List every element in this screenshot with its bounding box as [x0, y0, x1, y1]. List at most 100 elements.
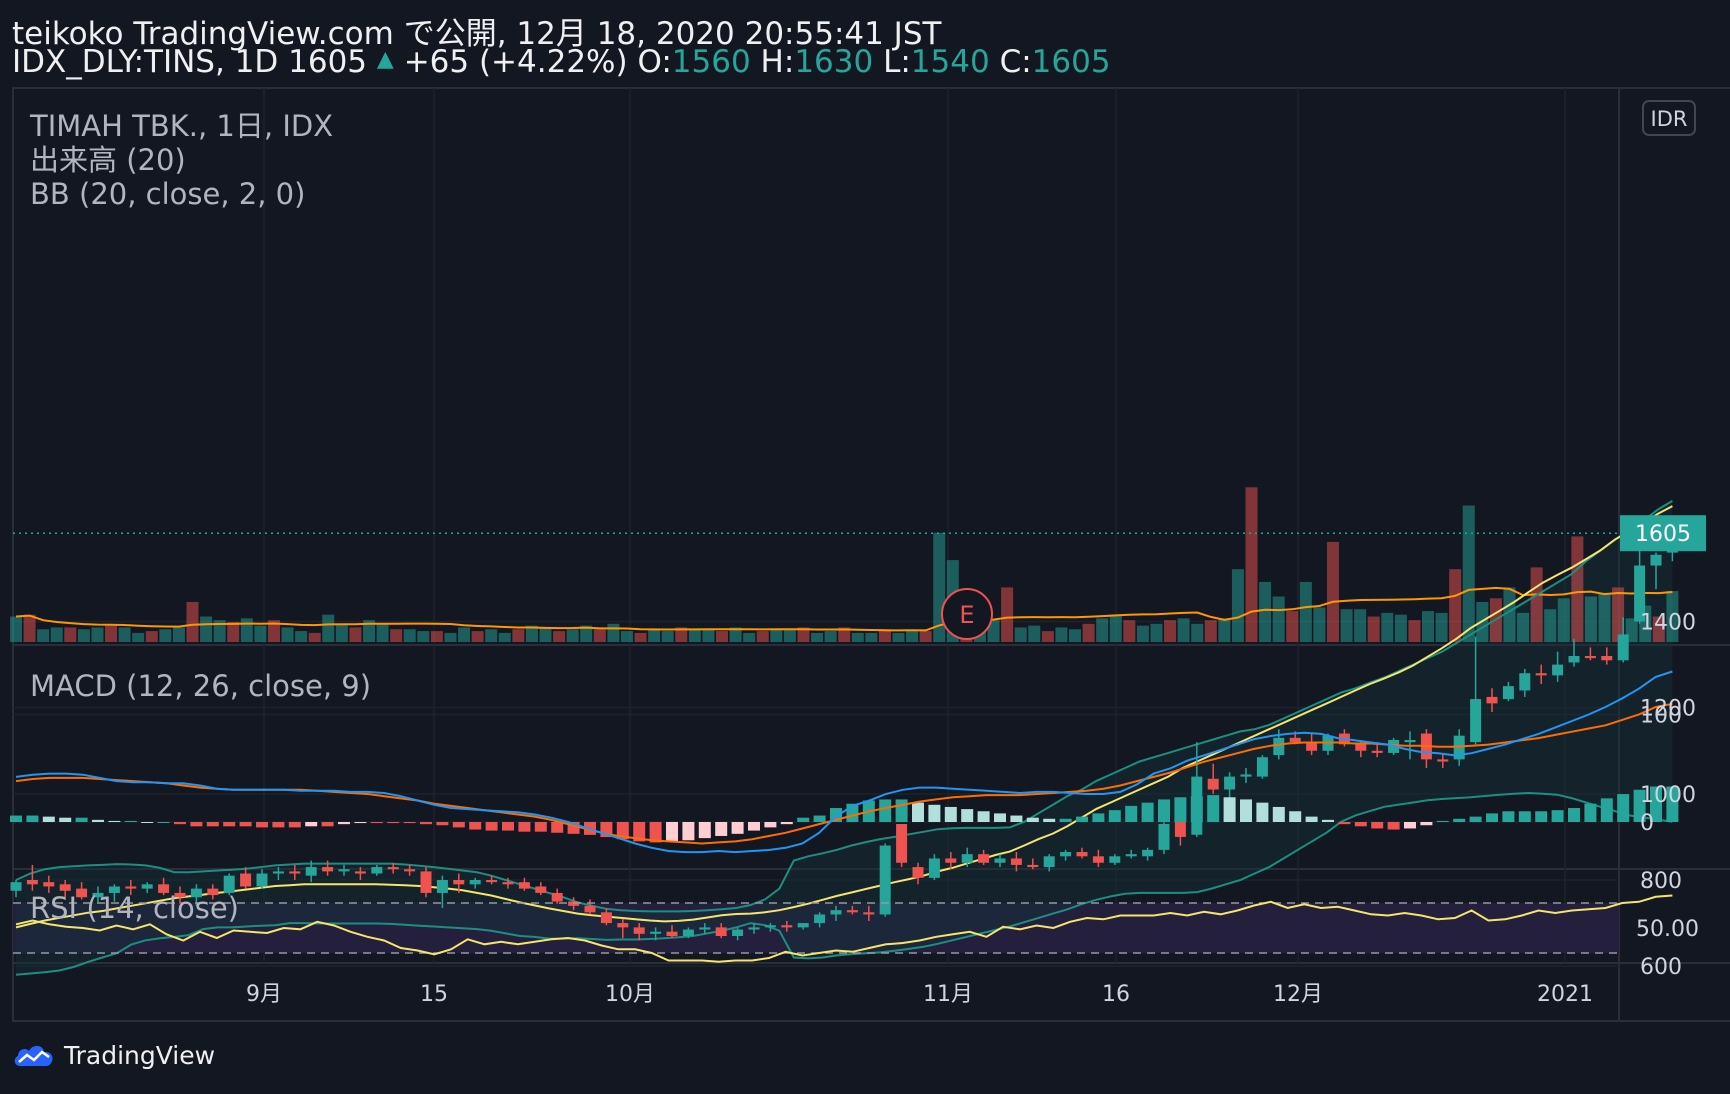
macd-histogram-bar: [1584, 803, 1597, 822]
macd-histogram-bar: [1469, 816, 1482, 822]
candle-body: [1404, 739, 1416, 743]
macd-histogram-bar: [698, 822, 711, 839]
volume-bar: [1041, 631, 1054, 642]
candle-body: [1306, 742, 1318, 751]
macd-histogram-bar: [1354, 822, 1367, 827]
macd-histogram-bar: [75, 817, 88, 822]
candle-body: [994, 858, 1006, 863]
volume-bar: [648, 629, 661, 642]
macd-histogram-bar: [1633, 789, 1646, 822]
macd-histogram-bar: [1535, 811, 1548, 822]
volume-bar: [1245, 487, 1258, 642]
candle-body: [896, 823, 908, 863]
volume-bar: [987, 620, 1000, 642]
time-tick-label: 9月: [246, 982, 282, 1007]
candle-body: [1519, 673, 1531, 691]
macd-histogram-bar: [1240, 799, 1252, 822]
low-label: L:: [883, 44, 911, 80]
volume-bar: [10, 616, 22, 642]
candle-body: [1601, 655, 1613, 661]
candle-body: [1142, 849, 1154, 857]
time-tick-label: 2021: [1537, 982, 1593, 1007]
volume-bar: [77, 629, 90, 642]
earnings-marker[interactable]: [941, 588, 993, 640]
volume-bar: [1571, 536, 1584, 642]
volume-bar: [620, 631, 633, 642]
candle-body: [502, 882, 514, 885]
candle-body: [846, 910, 858, 913]
candle-body: [748, 927, 760, 930]
candle-body: [1535, 673, 1547, 676]
candle-body: [1158, 823, 1170, 850]
macd-histogram-bar: [1568, 808, 1580, 822]
macd-histogram-bar: [1486, 813, 1498, 822]
candle-body: [1371, 750, 1383, 753]
candle-body: [1617, 634, 1629, 661]
candle-body: [436, 880, 448, 893]
volume-bar: [1340, 609, 1353, 642]
candle-body: [781, 925, 793, 928]
macd-histogram-bar: [1190, 796, 1203, 822]
volume-bar: [1544, 609, 1557, 642]
price-tick-label: 1200: [1640, 697, 1696, 722]
candle-body: [879, 845, 891, 915]
time-tick-label: 15: [420, 982, 448, 1007]
macd-histogram-bar: [354, 822, 367, 824]
symbol-quote-line: IDX_DLY:TINS, 1D 1605 ▲ +65 (+4.22%) O:1…: [12, 44, 1111, 80]
volume-bar: [716, 631, 729, 642]
open-label: O:: [637, 44, 672, 80]
volume-bar: [240, 618, 253, 642]
candle-body: [404, 869, 416, 872]
macd-histogram-bar: [190, 822, 203, 827]
candle-body: [633, 927, 645, 934]
tradingview-logo[interactable]: TradingView: [12, 1040, 215, 1070]
macd-histogram-bar: [256, 822, 268, 828]
volume-bar: [105, 625, 118, 642]
macd-histogram-bar: [239, 822, 252, 827]
volume-bar: [1462, 505, 1475, 642]
volume-bar: [1191, 623, 1204, 642]
price-tick-label: 800: [1640, 869, 1682, 894]
high-label: H:: [760, 44, 795, 80]
macd-histogram-bar: [452, 822, 465, 828]
volume-bar: [553, 631, 566, 642]
candle-body: [863, 912, 875, 915]
time-tick-label: 11月: [923, 982, 973, 1007]
candle-body: [305, 867, 317, 876]
volume-bar: [485, 629, 498, 642]
volume-bar: [1557, 598, 1570, 642]
currency-badge[interactable]: [1642, 100, 1696, 136]
bollinger-basis-line: [15, 505, 1673, 929]
volume-bar: [1299, 581, 1312, 642]
price-tick-label: 1000: [1640, 783, 1696, 808]
macd-histogram-bar: [469, 822, 482, 830]
macd-histogram-bar: [1387, 822, 1400, 830]
volume-bar: [1612, 587, 1625, 642]
candle-body: [584, 905, 596, 913]
volume-bar: [37, 629, 50, 642]
candle-body: [1568, 655, 1580, 663]
macd-histogram-bar: [305, 822, 318, 827]
candle-body: [371, 867, 383, 874]
volume-bar: [1123, 620, 1136, 642]
volume-bar: [159, 629, 172, 642]
last-price-badge: [1620, 515, 1706, 552]
volume-bar: [1408, 620, 1421, 642]
volume-bar: [1259, 581, 1272, 642]
candle-body: [486, 880, 498, 883]
volume-bar: [281, 627, 294, 642]
macd-histogram-bar: [420, 822, 432, 825]
close-label: C:: [999, 44, 1032, 80]
candle-body: [1043, 856, 1055, 868]
rsi-tick-label: 50.00: [1636, 917, 1699, 942]
candle-body: [59, 884, 71, 891]
price-tick-label: 1400: [1640, 611, 1696, 636]
macd-histogram-bar: [124, 820, 137, 822]
candle-body: [617, 923, 629, 928]
macd-histogram-bar: [912, 802, 924, 822]
volume-bar: [661, 631, 674, 642]
macd-histogram-bar: [895, 799, 908, 822]
macd-histogram-bar: [764, 822, 777, 828]
macd-histogram-bar: [518, 822, 531, 832]
